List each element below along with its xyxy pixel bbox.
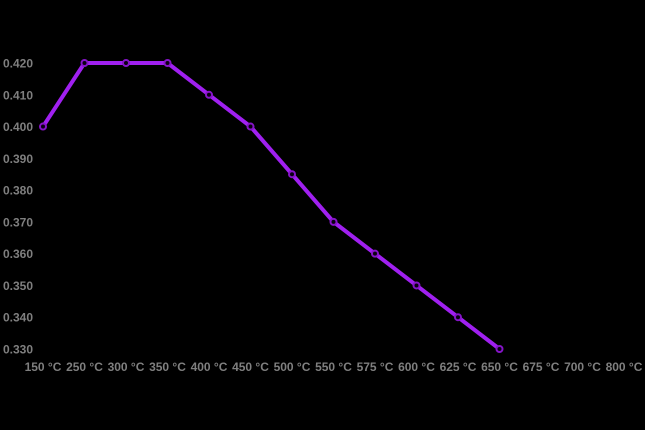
x-tick-label: 450 °C [232, 360, 269, 374]
x-tick-label: 800 °C [606, 360, 643, 374]
x-tick-label: 600 °C [398, 360, 435, 374]
x-tick-label: 350 °C [149, 360, 186, 374]
series-line [41, 61, 502, 351]
data-point-marker [412, 281, 421, 290]
x-tick-label: 150 °C [25, 360, 62, 374]
data-point-marker [80, 59, 89, 67]
x-tick-label: 300 °C [108, 360, 145, 374]
data-point-marker [329, 217, 338, 226]
x-tick-label: 625 °C [440, 360, 477, 374]
y-tick-label: 0.350 [3, 279, 33, 293]
data-point-marker [454, 313, 462, 322]
data-point-marker [288, 170, 296, 179]
y-tick-label: 0.410 [3, 88, 33, 102]
x-tick-label: 500 °C [274, 360, 311, 374]
y-tick-label: 0.370 [3, 215, 33, 229]
x-tick-label: 550 °C [315, 360, 352, 374]
x-tick-label: 575 °C [357, 360, 394, 374]
y-tick-label: 0.330 [3, 343, 33, 357]
data-point-marker [39, 122, 47, 131]
x-tick-label: 700 °C [564, 360, 601, 374]
y-tick-label: 0.340 [3, 311, 33, 325]
y-tick-label: 0.390 [3, 152, 33, 166]
data-point-marker [495, 345, 504, 353]
y-tick-label: 0.360 [3, 247, 33, 261]
x-tick-label: 400 °C [191, 360, 228, 374]
data-point-marker [122, 59, 130, 67]
y-tick-label: 0.400 [3, 120, 33, 134]
data-point-marker [163, 59, 172, 67]
data-point-marker [371, 249, 379, 258]
x-tick-label: 650 °C [481, 360, 518, 374]
x-tick-label: 675 °C [523, 360, 560, 374]
data-point-marker [246, 122, 255, 131]
y-tick-label: 0.420 [3, 57, 33, 71]
x-tick-label: 250 °C [66, 360, 103, 374]
y-tick-label: 0.380 [3, 184, 33, 198]
data-point-marker [205, 90, 213, 99]
